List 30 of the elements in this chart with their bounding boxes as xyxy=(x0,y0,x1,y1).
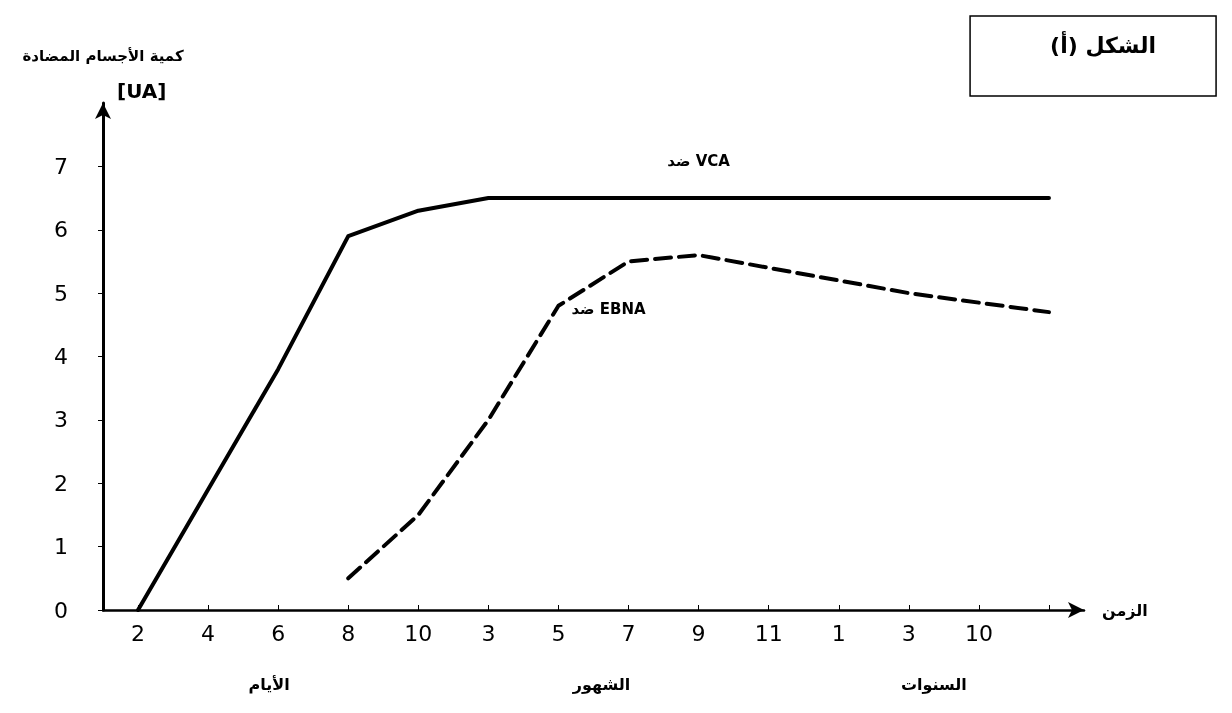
x-tick-label: 10 xyxy=(404,620,433,646)
chart-title: الشكل (أ) xyxy=(1050,29,1157,58)
x-tick-label: 6 xyxy=(271,620,286,646)
y-tick-label: 2 xyxy=(54,470,68,496)
x-tick-label: 9 xyxy=(691,620,706,646)
text: الأيام xyxy=(248,674,290,694)
y-tick-label: 3 xyxy=(54,407,68,433)
y-tick-label: 7 xyxy=(54,153,68,179)
x-tick-label: 1 xyxy=(831,620,846,646)
y-tick-label: 1 xyxy=(54,534,68,560)
x-tick-label: 5 xyxy=(551,620,566,646)
y-axis-title: كمية الأجسام المضادة xyxy=(22,46,184,65)
x-axis-title: الزمن xyxy=(1102,600,1148,620)
x-tick-label: 10 xyxy=(964,620,993,646)
x-tick-label: 8 xyxy=(341,620,356,646)
x-tick-label: 11 xyxy=(754,620,783,646)
series-label: ضد VCA xyxy=(667,151,731,170)
y-tick-label: 0 xyxy=(54,597,68,623)
series-label: ضد EBNA xyxy=(571,299,647,318)
x-tick-label: 3 xyxy=(901,620,916,646)
y-tick-label: 4 xyxy=(54,344,68,369)
y-tick-label: 5 xyxy=(54,280,68,306)
x-tick-label: 7 xyxy=(621,620,636,646)
text: السنوات xyxy=(900,674,967,694)
x-tick-label: 3 xyxy=(481,620,496,646)
x-tick-label: 2 xyxy=(131,620,146,646)
y-tick-label: 6 xyxy=(54,217,68,243)
x-tick-label: 4 xyxy=(201,620,216,646)
text: [UA] xyxy=(117,79,167,103)
text: الشهور xyxy=(571,674,631,694)
